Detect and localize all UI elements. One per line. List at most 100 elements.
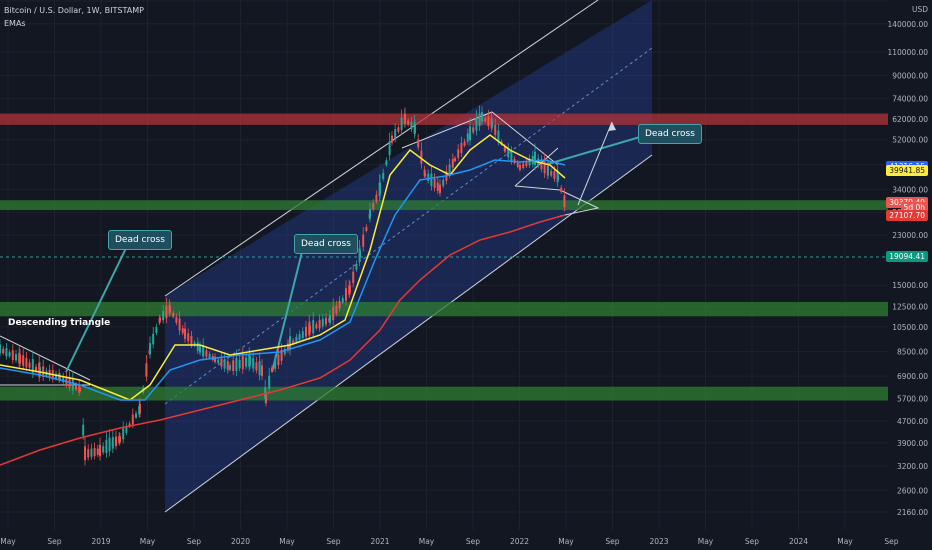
candle-body bbox=[2, 348, 5, 354]
candle-body bbox=[457, 149, 460, 158]
time-tick-label: May bbox=[558, 537, 574, 546]
descending-triangle-label[interactable]: Descending triangle bbox=[8, 318, 111, 328]
candle-body bbox=[349, 285, 351, 293]
candle-body bbox=[519, 164, 521, 170]
pattern-wedge-bottom bbox=[514, 185, 561, 191]
candle-body bbox=[494, 124, 497, 135]
price-tick-label: 52000.00 bbox=[892, 136, 928, 145]
support-zone-green-mid bbox=[0, 301, 888, 317]
candle-body bbox=[355, 263, 358, 270]
dead-cross-callout-3[interactable]: Dead cross bbox=[638, 124, 702, 144]
candle-body bbox=[87, 449, 90, 458]
candle-body bbox=[325, 317, 327, 325]
price-tick-label: 3200.00 bbox=[897, 462, 928, 471]
price-tick-label: 6900.00 bbox=[897, 372, 928, 381]
candle-body bbox=[271, 367, 273, 372]
candle-body bbox=[277, 354, 280, 366]
candle-body bbox=[410, 121, 413, 130]
candle-body bbox=[433, 178, 436, 189]
candle-body bbox=[372, 203, 375, 210]
candle-body bbox=[5, 348, 8, 357]
candle-body bbox=[152, 333, 155, 345]
candle-body bbox=[497, 130, 500, 142]
dead-cross-callout-2[interactable]: Dead cross bbox=[294, 234, 358, 254]
price-tick-label: 8500.00 bbox=[897, 348, 928, 357]
symbol-title: Bitcoin / U.S. Dollar, 1W, BITSTAMP bbox=[4, 6, 144, 15]
candle-body bbox=[528, 158, 531, 166]
candle-body bbox=[249, 356, 251, 366]
candle-body bbox=[202, 345, 205, 357]
channel-bottom-line bbox=[164, 154, 653, 513]
candle-body bbox=[226, 361, 229, 371]
candle-body bbox=[491, 120, 493, 128]
candle-body bbox=[448, 164, 451, 175]
candle-body bbox=[394, 129, 397, 139]
dead-cross-callout-1[interactable]: Dead cross bbox=[108, 230, 172, 250]
candle-body bbox=[522, 163, 525, 168]
candle-body bbox=[162, 311, 165, 321]
price-tick-label: 3900.00 bbox=[897, 439, 928, 448]
candle-body bbox=[318, 319, 321, 329]
candle-body bbox=[84, 446, 86, 461]
candle-body bbox=[315, 324, 318, 329]
dead-cross-leader-3 bbox=[547, 136, 641, 165]
candle-body bbox=[35, 366, 37, 372]
candle-body bbox=[553, 170, 556, 179]
candle-body bbox=[484, 118, 487, 122]
time-tick-label: Sep bbox=[884, 537, 898, 546]
candle-body bbox=[122, 428, 125, 440]
triangle-top-line bbox=[0, 335, 91, 381]
candle-body bbox=[385, 160, 388, 166]
candle-body bbox=[292, 340, 295, 344]
candle-body bbox=[75, 384, 77, 390]
price-tick-label: 10500.00 bbox=[892, 323, 928, 332]
candle-body bbox=[365, 226, 368, 231]
candle-body bbox=[214, 356, 216, 362]
indicator-label[interactable]: EMAs bbox=[4, 19, 26, 28]
candle-body bbox=[115, 436, 117, 446]
candle-body bbox=[0, 344, 1, 354]
dead-cross-leader-1 bbox=[65, 243, 129, 373]
time-tick-label: 2021 bbox=[370, 537, 389, 546]
price-axis-bg bbox=[888, 0, 932, 550]
candle-body bbox=[71, 378, 74, 391]
candle-body bbox=[252, 358, 255, 369]
time-tick-label: Sep bbox=[605, 537, 619, 546]
candle-body bbox=[90, 448, 93, 457]
candle-body bbox=[119, 436, 121, 443]
candle-body bbox=[159, 317, 161, 322]
time-tick-label: Sep bbox=[47, 537, 61, 546]
candle-body bbox=[352, 271, 355, 284]
candle-body bbox=[510, 151, 513, 162]
candle-body bbox=[388, 141, 391, 156]
candle-body bbox=[417, 139, 420, 148]
candle-body bbox=[172, 312, 175, 317]
candle-body bbox=[111, 437, 114, 449]
candle-body bbox=[8, 352, 11, 357]
price-badge: 39941.85 bbox=[886, 164, 928, 176]
candle-body bbox=[469, 126, 471, 141]
candle-body bbox=[165, 305, 168, 319]
price-tick-label: 2600.00 bbox=[897, 486, 928, 495]
candle-body bbox=[369, 208, 371, 219]
candle-body bbox=[439, 184, 441, 194]
time-tick-label: Sep bbox=[745, 537, 759, 546]
candle-body bbox=[28, 362, 31, 368]
projection-arrowhead bbox=[608, 122, 616, 131]
time-tick-label: Sep bbox=[187, 537, 201, 546]
candle-body bbox=[436, 182, 439, 191]
candle-body bbox=[241, 355, 244, 370]
candle-body bbox=[169, 306, 171, 313]
candle-body bbox=[547, 166, 549, 176]
candle-body bbox=[15, 354, 17, 361]
candle-body bbox=[309, 325, 311, 333]
candle-body bbox=[338, 300, 341, 309]
time-tick-label: 2022 bbox=[510, 537, 529, 546]
time-tick-label: May bbox=[140, 537, 156, 546]
ema-slow-line bbox=[0, 214, 566, 466]
dead-cross-leader-2 bbox=[271, 247, 304, 373]
candle-body bbox=[25, 357, 28, 368]
candle-body bbox=[31, 359, 34, 373]
